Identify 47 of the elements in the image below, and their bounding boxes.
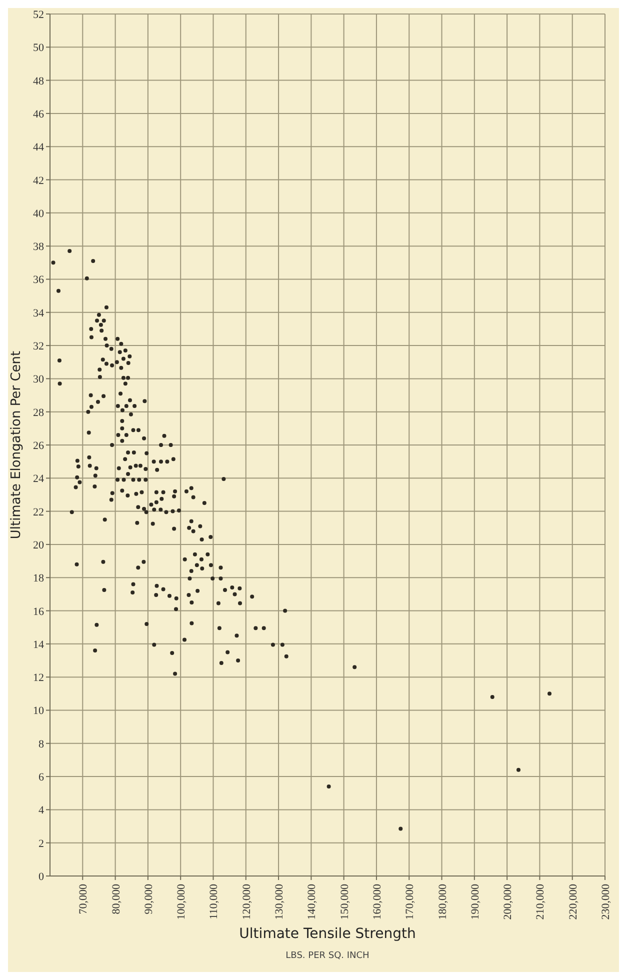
y-axis-title: Ultimate Elongation Per Cent	[9, 350, 24, 540]
y-tick-label: 24	[33, 473, 44, 486]
y-tick-label: 22	[33, 506, 44, 518]
x-tick-label: 110,000	[208, 884, 220, 920]
y-tick-label: 18	[33, 572, 44, 585]
y-tick-label: 42	[33, 174, 44, 187]
x-tick-label: 120,000	[240, 884, 253, 920]
x-tick-label: 200,000	[502, 884, 514, 920]
y-tick-label: 6	[38, 772, 44, 784]
x-tick-label: 180,000	[436, 884, 449, 920]
text: LBS. PER SQ. INCH	[286, 951, 370, 961]
x-tick-label: 90,000	[142, 884, 155, 914]
y-tick-label: 10	[33, 705, 44, 718]
y-tick-label: 28	[33, 406, 44, 419]
x-tick-label: 170,000	[404, 884, 416, 920]
y-tick-label: 52	[33, 9, 44, 21]
x-tick-label: 130,000	[274, 884, 286, 920]
y-tick-label: 0	[38, 871, 44, 883]
x-tick-label: 70,000	[78, 884, 90, 914]
x-tick-label: 160,000	[371, 884, 384, 920]
y-tick-label: 34	[33, 307, 44, 320]
y-tick-label: 36	[33, 274, 44, 286]
x-tick-label: 150,000	[338, 884, 351, 920]
y-tick-label: 30	[33, 374, 44, 386]
x-tick-label: 100,000	[176, 884, 188, 920]
y-tick-label: 16	[33, 606, 44, 618]
y-tick-label: 12	[33, 672, 44, 684]
x-axis-title: Ultimate Tensile Strength	[239, 926, 416, 942]
y-tick-label: 44	[33, 142, 44, 154]
x-tick-label: 230,000	[600, 884, 612, 920]
y-tick-label: 26	[33, 440, 44, 452]
x-tick-label: 80,000	[110, 884, 122, 914]
x-tick-label: 210,000	[534, 884, 547, 920]
x-tick-label: 190,000	[469, 884, 482, 920]
y-tick-label: 48	[33, 75, 44, 88]
y-tick-label: 14	[33, 638, 44, 651]
y-tick-label: 46	[33, 108, 44, 120]
y-tick-label: 2	[38, 838, 44, 850]
y-tick-label: 50	[33, 42, 44, 54]
y-tick-label: 40	[33, 208, 44, 220]
x-tick-label: 220,000	[567, 884, 580, 920]
x-tick-label: 140,000	[306, 884, 318, 920]
y-tick-label: 38	[33, 241, 44, 254]
y-tick-label: 32	[33, 340, 44, 353]
y-tick-label: 8	[38, 738, 44, 750]
y-tick-label: 20	[33, 539, 44, 552]
y-tick-label: 4	[38, 804, 44, 817]
